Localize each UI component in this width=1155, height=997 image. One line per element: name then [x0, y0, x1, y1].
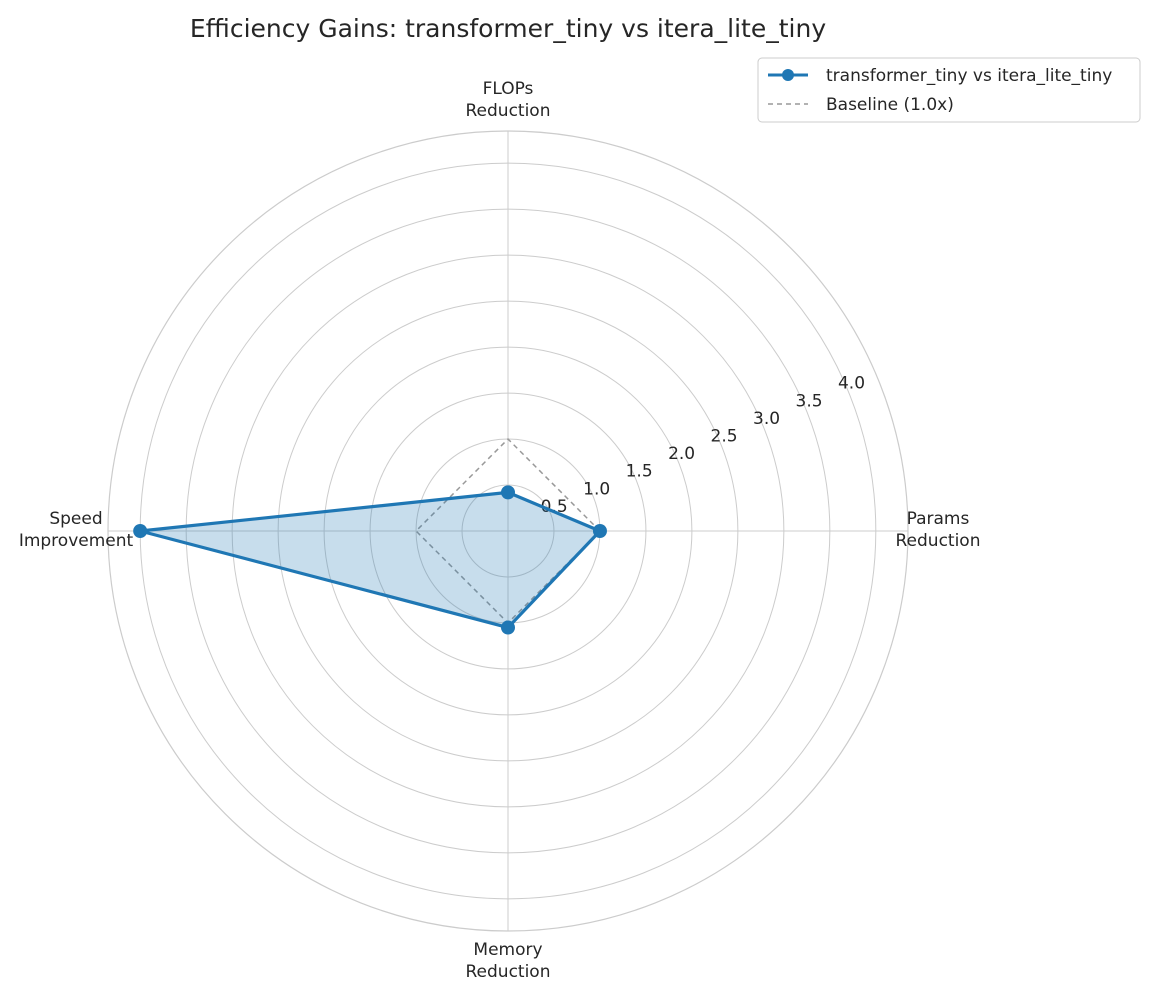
legend-baseline-label: Baseline (1.0x) [826, 95, 954, 115]
axis-label: Improvement [19, 531, 134, 551]
axis-labels: ParamsReductionFLOPsReductionSpeedImprov… [19, 79, 981, 982]
radial-tick-label: 1.0 [583, 479, 610, 499]
chart-title: Efficiency Gains: transformer_tiny vs it… [190, 14, 826, 43]
axis-label: Params [907, 509, 970, 529]
series-point [501, 485, 515, 500]
series-layer [133, 437, 607, 635]
series-point [592, 524, 607, 538]
axis-label: FLOPs [483, 79, 534, 99]
series-point [133, 524, 148, 538]
axis-label: Reduction [466, 101, 551, 121]
baseline-polygon [414, 437, 602, 625]
legend-series-label: transformer_tiny vs itera_lite_tiny [826, 66, 1112, 86]
legend: transformer_tiny vs itera_lite_tiny Base… [757, 57, 1141, 123]
radial-tick-label: 4.0 [838, 374, 865, 394]
series-point [501, 620, 515, 635]
radial-tick-label: 1.5 [626, 462, 653, 482]
legend-series-marker [782, 69, 794, 81]
radial-tick-label: 2.0 [668, 444, 695, 464]
grid-spokes [108, 131, 908, 931]
axis-label: Speed [49, 509, 102, 529]
axis-label: Reduction [466, 962, 551, 982]
radial-tick-labels: 0.5 1.0 1.5 2.0 2.5 3.0 3.5 4.0 [541, 374, 865, 517]
axis-label: Memory [473, 940, 542, 960]
legend-box [757, 57, 1141, 123]
radial-tick-label: 3.5 [796, 391, 823, 411]
series-fill-area [140, 492, 600, 628]
axis-label: Reduction [896, 531, 981, 551]
radial-tick-label: 0.5 [541, 497, 568, 517]
radial-tick-label: 3.0 [753, 409, 780, 429]
radial-tick-label: 2.5 [711, 426, 738, 446]
